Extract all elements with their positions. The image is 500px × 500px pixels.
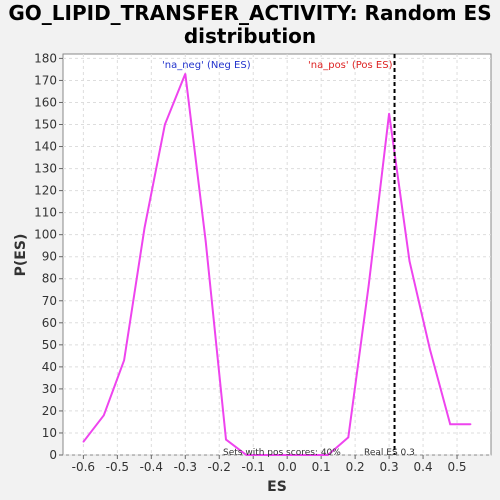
y-tick-label: 160 — [34, 95, 57, 109]
grid-lines — [63, 54, 491, 456]
series-line — [82, 73, 471, 456]
chart-title-line1: GO_LIPID_TRANSFER_ACTIVITY: Random ES — [8, 1, 492, 25]
x-tick-label: -0.4 — [140, 460, 163, 474]
data-point — [347, 436, 350, 439]
y-tick-label: 20 — [42, 404, 57, 418]
data-point — [327, 454, 329, 456]
data-point — [225, 438, 227, 441]
x-tick-label: 0.1 — [312, 460, 331, 474]
y-tick-label: 170 — [34, 73, 57, 87]
series-group — [82, 73, 472, 456]
data-point — [429, 348, 431, 351]
data-point — [367, 284, 370, 287]
data-point — [408, 260, 411, 262]
data-point — [102, 414, 105, 417]
y-tick-label: 100 — [34, 228, 57, 242]
data-point — [245, 454, 248, 456]
sets-pos-annotation: Sets with pos scores: 40% — [223, 448, 341, 458]
neg-annotation: 'na_neg' (Neg ES) — [162, 60, 251, 71]
y-tick-label: 110 — [34, 206, 57, 220]
y-tick-label: 40 — [42, 360, 57, 374]
data-point — [164, 123, 166, 126]
real-es-annotation: Real ES 0.3 — [364, 448, 415, 458]
x-tick-label: -0.2 — [208, 460, 231, 474]
data-point — [204, 240, 207, 243]
y-tick-label: 90 — [42, 250, 57, 264]
y-tick-label: 30 — [42, 382, 57, 396]
x-tick-label: -0.6 — [72, 460, 95, 474]
data-point — [388, 112, 390, 115]
x-tick-label: -0.5 — [106, 460, 129, 474]
plot-area — [62, 53, 492, 456]
y-tick-label: 120 — [34, 184, 57, 198]
x-tick-label: 0.4 — [414, 460, 433, 474]
data-point — [184, 73, 187, 75]
y-tick-label: 130 — [34, 162, 57, 176]
y-tick-label: 10 — [42, 426, 57, 440]
pos-annotation: 'na_pos' (Pos ES) — [308, 60, 393, 71]
y-tick-label: 0 — [49, 448, 57, 462]
y-axis-label: P(ES) — [13, 234, 29, 277]
x-tick-label: 0.5 — [447, 460, 466, 474]
x-axis-label: ES — [267, 479, 287, 495]
data-point — [82, 440, 85, 443]
y-tick-label: 50 — [42, 338, 57, 352]
chart-title: GO_LIPID_TRANSFER_ACTIVITY: Random ES di… — [0, 2, 500, 48]
data-point — [123, 359, 125, 362]
y-tick-label: 140 — [34, 140, 57, 154]
y-tick-label: 150 — [34, 118, 57, 132]
x-tick-label: -0.1 — [242, 460, 265, 474]
x-tick-label: 0.0 — [278, 460, 297, 474]
axis-ticks: 0 10 20 30 40 50 60 70 80 90 100 110 120 130 140 150 160… — [34, 51, 466, 474]
x-tick-label: 0.2 — [346, 460, 365, 474]
y-tick-label: 60 — [42, 316, 57, 330]
data-point — [286, 454, 288, 456]
data-point — [266, 454, 268, 456]
x-tick-label: -0.3 — [174, 460, 197, 474]
chart-title-line2: distribution — [183, 24, 317, 48]
data-point — [306, 454, 309, 456]
data-point — [469, 423, 472, 425]
data-point — [143, 227, 146, 229]
data-point — [449, 423, 452, 425]
y-tick-label: 180 — [34, 51, 57, 65]
y-tick-label: 80 — [42, 272, 57, 286]
y-tick-label: 70 — [42, 294, 57, 308]
x-tick-label: 0.3 — [380, 460, 399, 474]
